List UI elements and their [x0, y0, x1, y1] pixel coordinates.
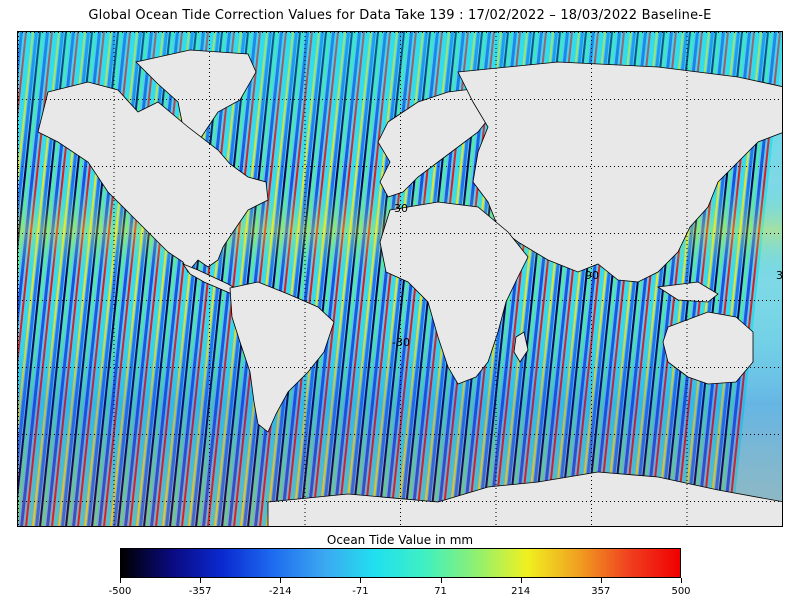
map-title: Global Ocean Tide Correction Values for … — [88, 8, 712, 23]
grid-label-30-south: -30 — [392, 336, 410, 349]
colorbar-title: Ocean Tide Value in mm — [326, 533, 474, 547]
colorbar-tick-label: -500 — [108, 586, 132, 597]
grid-label-30-east-edge: 30 — [776, 269, 783, 282]
europe-land — [377, 86, 499, 198]
north-america-land — [37, 81, 269, 273]
colorbar-tick-label: 500 — [671, 586, 691, 597]
colorbar-tick-label: 214 — [511, 586, 531, 597]
colorbar-tick-mark — [120, 578, 121, 583]
asia-land — [457, 61, 782, 283]
graticule-grid — [18, 32, 779, 525]
colorbar-tick-label: 357 — [591, 586, 611, 597]
colorbar-tick-mark — [601, 578, 602, 583]
colorbar-tick-label: -357 — [188, 586, 212, 597]
colorbar-tick-label: -214 — [268, 586, 292, 597]
colorbar-tick-label: 71 — [434, 586, 447, 597]
colorbar-tick-label: -71 — [352, 586, 369, 597]
colorbar-tick-mark — [200, 578, 201, 583]
colorbar — [120, 548, 681, 578]
colorbar-tick-mark — [360, 578, 361, 583]
grid-label-90-east: 90 — [585, 269, 599, 282]
antarctica-land — [267, 471, 782, 526]
greenland-land — [135, 49, 257, 143]
africa-land — [379, 201, 529, 385]
indonesia-land — [656, 281, 719, 303]
colorbar-tick-mark — [681, 578, 682, 583]
colorbar-tick-mark — [280, 578, 281, 583]
madagascar-land — [513, 331, 529, 363]
land-masses — [37, 49, 782, 526]
colorbar-tick-mark — [441, 578, 442, 583]
australia-land — [662, 311, 754, 385]
grid-label-30-north: 30 — [394, 202, 408, 215]
ocean-tide-map: 30 90 30 -30 — [17, 31, 783, 527]
map-canvas — [18, 32, 782, 526]
colorbar-tick-mark — [521, 578, 522, 583]
